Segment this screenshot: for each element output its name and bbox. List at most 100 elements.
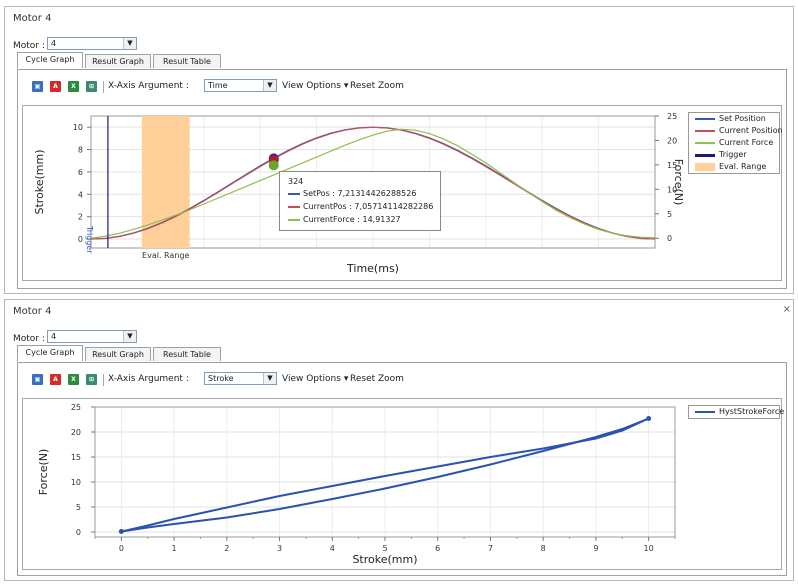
x-tick-label: 1 xyxy=(172,544,177,553)
legend-item-current-position[interactable]: Current Position xyxy=(689,125,783,137)
y-tick-label: 5 xyxy=(76,503,81,512)
excel-icon[interactable]: X xyxy=(68,374,79,385)
tooltip-row-setpos: SetPos : 7,21314426288526 xyxy=(288,189,416,198)
export-icon[interactable]: ⊞ xyxy=(86,81,97,92)
x-axis-title: Time(ms) xyxy=(346,262,399,275)
y-tick-label: 10 xyxy=(71,478,81,487)
y-tick-label: 4 xyxy=(78,190,83,199)
close-icon[interactable]: × xyxy=(782,304,791,315)
chevron-down-icon[interactable]: ▼ xyxy=(263,80,276,91)
current-force-line xyxy=(90,128,656,239)
x-tick-label: 3 xyxy=(277,544,282,553)
x-tick-label: 7 xyxy=(488,544,493,553)
tooltip-row-currentpos: CurrentPos : 7,05714114282286 xyxy=(288,202,433,211)
chevron-down-icon[interactable]: ▼ xyxy=(123,331,136,342)
pdf-icon[interactable]: A xyxy=(50,81,61,92)
y-tick-label: 0 xyxy=(78,235,83,244)
pdf-icon[interactable]: A xyxy=(50,374,61,385)
tooltip-row-currentforce: CurrentForce : 14,91327 xyxy=(288,215,401,224)
tab-result-table[interactable]: Result Table xyxy=(153,347,221,361)
x-tick-label: 8 xyxy=(541,544,546,553)
eval-range-band xyxy=(141,116,190,248)
y-tick-label: 20 xyxy=(71,428,81,437)
legend-item-eval-range[interactable]: Eval. Range xyxy=(689,161,779,173)
save-icon[interactable]: ▣ xyxy=(32,374,43,385)
y2-tick-label: 20 xyxy=(667,136,677,145)
chevron-down-icon[interactable]: ▼ xyxy=(123,38,136,49)
tab-result-table[interactable]: Result Table xyxy=(153,54,221,68)
y-tick-label: 15 xyxy=(71,453,81,462)
tab-cycle-graph[interactable]: Cycle Graph xyxy=(17,52,83,68)
y-tick-label: 10 xyxy=(73,123,83,132)
x-tick-label: 10 xyxy=(644,544,654,553)
motor-panel-1: Motor 4 Motor : 4 ▼ Cycle Graph Result G… xyxy=(4,6,794,294)
motor-select[interactable]: 4 ▼ xyxy=(47,37,137,50)
export-icon[interactable]: ⊞ xyxy=(86,374,97,385)
x-axis-select[interactable]: Stroke ▼ xyxy=(204,372,277,385)
y-tick-label: 2 xyxy=(78,213,83,222)
y2-tick-label: 25 xyxy=(667,112,677,121)
motor-select-value: 4 xyxy=(51,39,57,48)
x-axis-label: X-Axis Argument : xyxy=(108,374,189,384)
reset-zoom-button[interactable]: Reset Zoom xyxy=(350,81,404,91)
x-axis-title: Stroke(mm) xyxy=(352,553,417,566)
view-options-label: View Options xyxy=(282,81,341,91)
x-tick-label: 0 xyxy=(119,544,124,553)
y2-tick-label: 0 xyxy=(667,234,672,243)
hyst-start-marker xyxy=(118,529,124,534)
x-axis-label: X-Axis Argument : xyxy=(108,81,189,91)
tab-cycle-graph[interactable]: Cycle Graph xyxy=(17,345,83,361)
eval-range-label: Eval. Range xyxy=(142,251,189,260)
motor-select[interactable]: 4 ▼ xyxy=(47,330,137,343)
y-axis-title: Force(N) xyxy=(37,449,50,496)
tab-result-graph[interactable]: Result Graph xyxy=(85,54,151,68)
motor-select-value: 4 xyxy=(51,332,57,341)
trigger-label: Trigger xyxy=(85,225,94,254)
cycle-graph-tab-content: ▣ A X ⊞ X-Axis Argument : Stroke ▼ View … xyxy=(17,362,787,576)
excel-icon[interactable]: X xyxy=(68,81,79,92)
panel-title: Motor 4 xyxy=(13,13,52,24)
x-axis-select[interactable]: Time ▼ xyxy=(204,79,277,92)
toolbar-divider xyxy=(103,81,104,93)
hysteresis-chart-svg: 0 5 10 15 20 25 0 1 2 3 4 5 6 7 8 9 10 Force(N) Stroke(mm) xyxy=(37,403,676,566)
legend-item-current-force[interactable]: Current Force xyxy=(689,137,779,149)
current-force-marker xyxy=(268,160,279,171)
view-options-menu[interactable]: View Options ▾ xyxy=(282,81,348,91)
y2-tick-label: 10 xyxy=(667,185,677,194)
reset-zoom-button[interactable]: Reset Zoom xyxy=(350,374,404,384)
x-tick-label: 2 xyxy=(224,544,229,553)
legend-item-set-position[interactable]: Set Position xyxy=(689,113,779,125)
hyst-lower-branch xyxy=(121,417,650,533)
x-tick-label: 4 xyxy=(330,544,335,553)
motor-label: Motor : xyxy=(13,41,45,51)
chart-legend: HystStrokeForce xyxy=(688,405,784,419)
save-icon[interactable]: ▣ xyxy=(32,81,43,92)
y-tick-label: 6 xyxy=(78,168,83,177)
motor-panel-2: Motor 4 × Motor : 4 ▼ Cycle Graph Result… xyxy=(4,299,794,581)
x-tick-label: 6 xyxy=(435,544,440,553)
motor-label: Motor : xyxy=(13,334,45,344)
hysteresis-chart[interactable]: 0 5 10 15 20 25 0 1 2 3 4 5 6 7 8 9 10 Force(N) Stroke(mm)… xyxy=(22,398,784,570)
tab-result-graph[interactable]: Result Graph xyxy=(85,347,151,361)
legend-item-hyst-stroke-force[interactable]: HystStrokeForce xyxy=(689,406,784,418)
hyst-end-marker xyxy=(646,416,652,421)
chevron-down-icon[interactable]: ▼ xyxy=(263,373,276,384)
y2-tick-label: 5 xyxy=(667,210,672,219)
caret-down-icon: ▾ xyxy=(343,81,349,91)
view-options-menu[interactable]: View Options ▾ xyxy=(282,374,348,384)
caret-down-icon: ▾ xyxy=(343,374,349,384)
panel-title: Motor 4 xyxy=(13,306,52,317)
y2-tick-label: 15 xyxy=(667,161,677,170)
tooltip-header: 324 xyxy=(288,177,304,186)
y-tick-label: 0 xyxy=(76,528,81,537)
cycle-graph-tab-content: ▣ A X ⊞ X-Axis Argument : Time ▼ View Op… xyxy=(17,69,787,289)
hyst-upper-branch xyxy=(121,417,650,533)
view-options-label: View Options xyxy=(282,374,341,384)
chart-legend: Set Position Current Position Current Fo… xyxy=(688,112,783,174)
y-axis-title: Stroke(mm) xyxy=(33,149,46,214)
legend-item-trigger[interactable]: Trigger xyxy=(689,149,779,161)
x-tick-label: 5 xyxy=(382,544,387,553)
toolbar-divider xyxy=(103,374,104,386)
x-axis-select-value: Time xyxy=(208,81,228,90)
data-tooltip: 324 SetPos : 7,21314426288526 CurrentPos… xyxy=(279,171,441,231)
